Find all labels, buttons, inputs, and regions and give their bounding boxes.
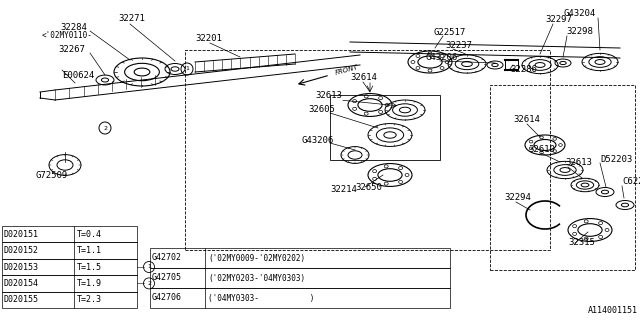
Text: 1: 1 xyxy=(147,265,151,269)
Text: 32614: 32614 xyxy=(350,73,377,82)
Bar xyxy=(330,95,440,160)
Bar xyxy=(2,243,137,259)
Text: 2: 2 xyxy=(147,281,151,286)
Text: G43206: G43206 xyxy=(425,53,457,62)
Text: G42706: G42706 xyxy=(152,293,182,302)
Bar xyxy=(185,50,550,250)
Bar xyxy=(490,85,635,270)
Bar xyxy=(2,292,137,308)
Text: 32267: 32267 xyxy=(58,45,85,54)
Text: 32613: 32613 xyxy=(315,91,342,100)
Text: T=0.4: T=0.4 xyxy=(77,230,102,239)
Text: <'02MY0110-: <'02MY0110- xyxy=(42,31,93,40)
Text: ('02MY0009-'02MY0202): ('02MY0009-'02MY0202) xyxy=(208,253,305,262)
Text: D020154: D020154 xyxy=(4,279,39,288)
Text: G43206: G43206 xyxy=(302,136,334,145)
Text: G72509: G72509 xyxy=(35,171,67,180)
Text: D020151: D020151 xyxy=(4,230,39,239)
Text: 32298: 32298 xyxy=(566,27,593,36)
Text: D020152: D020152 xyxy=(4,246,39,255)
Text: 2: 2 xyxy=(103,125,107,131)
Text: 32201: 32201 xyxy=(195,34,222,43)
Bar xyxy=(150,268,450,288)
Text: ('04MY0303-           ): ('04MY0303- ) xyxy=(208,293,314,302)
Text: A114001151: A114001151 xyxy=(588,306,638,315)
Bar xyxy=(150,248,450,268)
Text: 1: 1 xyxy=(185,67,189,71)
Text: D020155: D020155 xyxy=(4,295,39,304)
Text: 32286: 32286 xyxy=(510,65,537,74)
Text: 32271: 32271 xyxy=(118,14,145,23)
Text: T=2.3: T=2.3 xyxy=(77,295,102,304)
Bar xyxy=(2,259,137,275)
Text: T=1.1: T=1.1 xyxy=(77,246,102,255)
Text: D52203: D52203 xyxy=(600,155,632,164)
Text: C62202: C62202 xyxy=(622,177,640,186)
Text: D020153: D020153 xyxy=(4,262,39,271)
Text: 32294: 32294 xyxy=(504,193,531,202)
Text: E00624: E00624 xyxy=(62,71,94,80)
Text: 32650: 32650 xyxy=(355,183,382,192)
Text: 32214: 32214 xyxy=(330,185,357,194)
Text: 32237: 32237 xyxy=(445,41,472,50)
Text: 32605: 32605 xyxy=(308,105,335,114)
Text: G43204: G43204 xyxy=(564,9,596,18)
Text: 32284: 32284 xyxy=(60,23,87,32)
Text: G42702: G42702 xyxy=(152,253,182,262)
Bar xyxy=(150,288,450,308)
Text: 32613: 32613 xyxy=(565,158,592,167)
Text: FRONT: FRONT xyxy=(335,64,360,76)
Bar xyxy=(2,275,137,292)
Text: T=1.9: T=1.9 xyxy=(77,279,102,288)
Text: 32610: 32610 xyxy=(528,145,555,154)
Text: G42705: G42705 xyxy=(152,274,182,283)
Bar xyxy=(2,226,137,243)
Text: 32315: 32315 xyxy=(568,238,595,247)
Text: G22517: G22517 xyxy=(433,28,465,37)
Text: T=1.5: T=1.5 xyxy=(77,262,102,271)
Text: ('02MY0203-'04MY0303): ('02MY0203-'04MY0303) xyxy=(208,274,305,283)
Text: 32297: 32297 xyxy=(545,15,572,24)
Text: 32614: 32614 xyxy=(513,115,540,124)
